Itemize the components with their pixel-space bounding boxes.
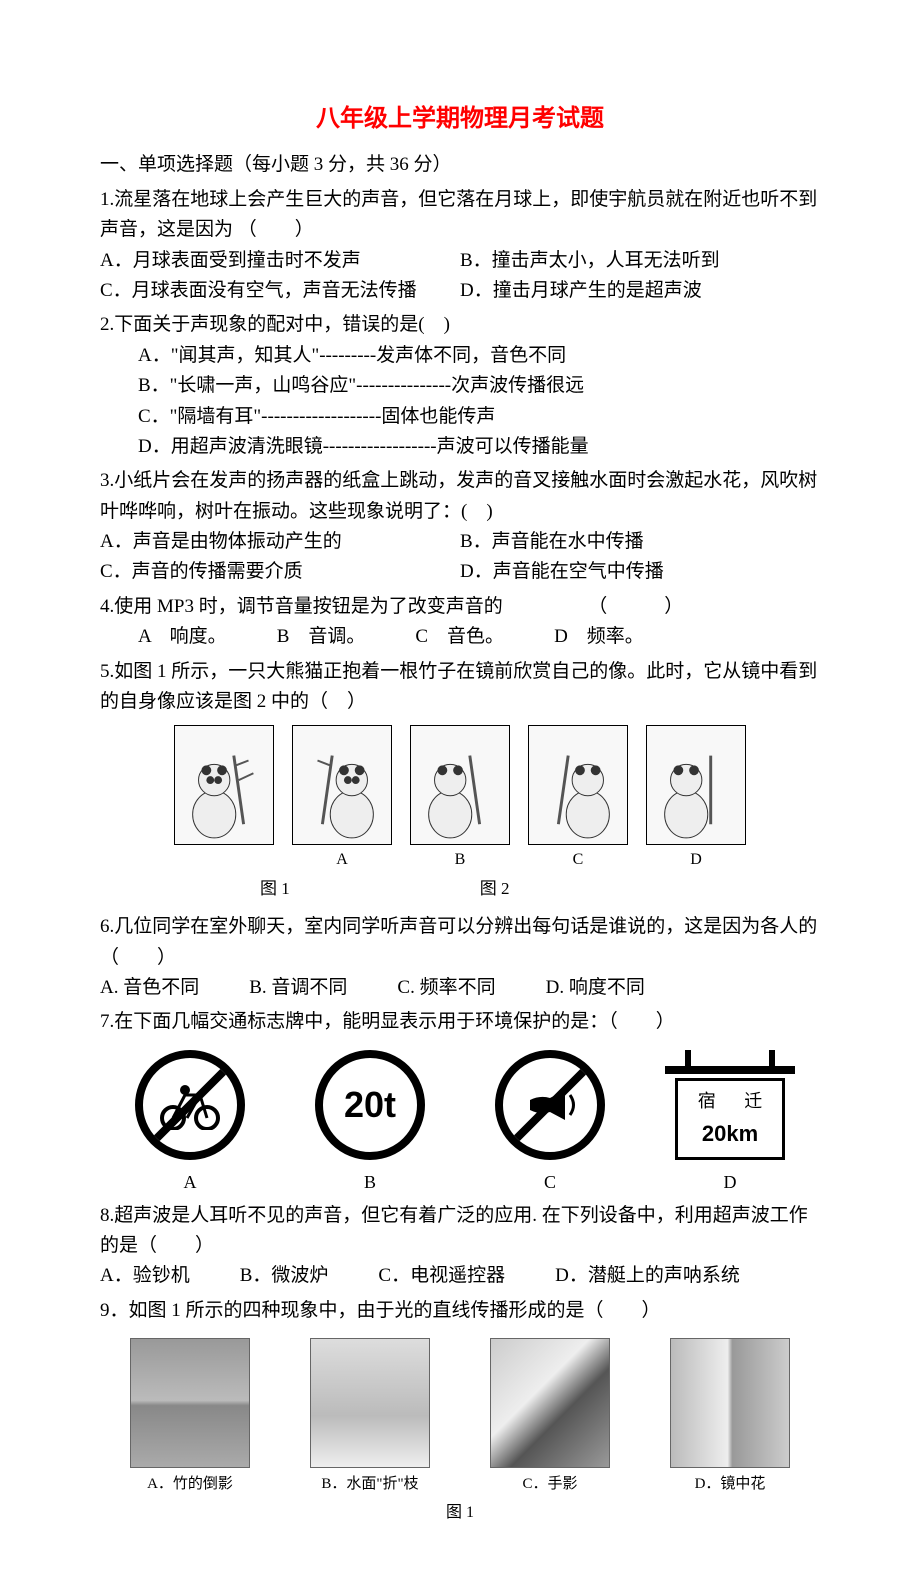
q9-cap-d: D．镜中花 <box>695 1472 766 1496</box>
q6-opt-d: D. 响度不同 <box>546 973 645 1003</box>
q1-text: 1.流星落在地球上会产生巨大的声音，但它落在月球上，即使宇航员就在附近也听不到声… <box>100 185 820 246</box>
q2-opt-b: B．"长啸一声，山鸣谷应"---------------次声波传播很远 <box>100 371 820 401</box>
q2-opt-d: D．用超声波清洗眼镜------------------声波可以传播能量 <box>100 432 820 462</box>
q5-fig1-label: 图 1 <box>260 875 290 902</box>
question-7: 7.在下面几幅交通标志牌中，能明显表示用于环境保护的是：（ ） A 20t B … <box>100 1007 820 1196</box>
sign-dist: 20km <box>684 1116 776 1151</box>
sign-label-b: B <box>364 1168 376 1197</box>
q6-text: 6.几位同学在室外聊天，室内同学听声音可以分辨出每句话是谁说的，这是因为各人的（… <box>100 912 820 973</box>
sign-label-c: C <box>544 1168 556 1197</box>
panda-cap-c: C <box>528 847 628 873</box>
q9-cap-b: B．水面"折"枝 <box>321 1472 418 1496</box>
question-6: 6.几位同学在室外聊天，室内同学听声音可以分辨出每句话是谁说的，这是因为各人的（… <box>100 912 820 1003</box>
question-3: 3.小纸片会在发声的扬声器的纸盒上跳动，发声的音叉接触水面时会激起水花，风吹树叶… <box>100 466 820 588</box>
sign-no-horn <box>495 1050 605 1160</box>
q1-opt-c: C．月球表面没有空气，声音无法传播 <box>100 276 460 306</box>
panda-option-c <box>528 725 628 845</box>
q3-opt-c: C．声音的传播需要介质 <box>100 557 460 587</box>
q6-opt-a: A. 音色不同 <box>100 973 199 1003</box>
q9-cap-c: C．手影 <box>522 1472 577 1496</box>
sign-20t-text: 20t <box>344 1076 396 1134</box>
sign-no-bicycle <box>135 1050 245 1160</box>
q1-opt-d: D．撞击月球产生的是超声波 <box>460 276 820 306</box>
q3-opt-d: D．声音能在空气中传播 <box>460 557 820 587</box>
panda-option-d <box>646 725 746 845</box>
q6-opt-c: C. 频率不同 <box>397 973 495 1003</box>
q3-opt-b: B．声音能在水中传播 <box>460 527 820 557</box>
sign-label-d: D <box>724 1168 737 1197</box>
panda-option-a <box>292 725 392 845</box>
photo-refracted-branch <box>310 1338 430 1468</box>
q8-text: 8.超声波是人耳听不见的声音，但它有着广泛的应用. 在下列设备中，利用超声波工作… <box>100 1201 820 1262</box>
q2-text: 2.下面关于声现象的配对中，错误的是( ) <box>100 310 820 340</box>
panda-original <box>174 725 274 845</box>
sign-label-a: A <box>184 1168 197 1197</box>
exam-title: 八年级上学期物理月考试题 <box>100 100 820 138</box>
panda-cap-d: D <box>646 847 746 873</box>
sign-city: 宿 迁 <box>684 1087 776 1116</box>
photo-mirror-flower <box>670 1338 790 1468</box>
q1-opt-a: A．月球表面受到撞击时不发声 <box>100 246 460 276</box>
panda-figure-row: A B C D <box>100 725 820 873</box>
q8-opt-a: A．验钞机 <box>100 1261 190 1291</box>
question-4: 4.使用 MP3 时，调节音量按钮是为了改变声音的 （ ） A 响度。 B 音调… <box>100 592 820 653</box>
question-8: 8.超声波是人耳听不见的声音，但它有着广泛的应用. 在下列设备中，利用超声波工作… <box>100 1201 820 1292</box>
light-phenomena-row: A．竹的倒影 B．水面"折"枝 C．手影 D．镜中花 <box>100 1338 820 1496</box>
q8-opt-c: C．电视遥控器 <box>378 1261 505 1291</box>
q9-cap-a: A．竹的倒影 <box>147 1472 233 1496</box>
q3-opt-a: A．声音是由物体振动产生的 <box>100 527 460 557</box>
q7-text: 7.在下面几幅交通标志牌中，能明显表示用于环境保护的是：（ ） <box>100 1007 820 1037</box>
traffic-sign-row: A 20t B C 宿 迁 20km D <box>100 1050 820 1197</box>
photo-hand-shadow <box>490 1338 610 1468</box>
q2-opt-a: A．"闻其声，知其人"---------发声体不同，音色不同 <box>100 341 820 371</box>
q8-opt-d: D．潜艇上的声呐系统 <box>555 1261 740 1291</box>
q5-text: 5.如图 1 所示，一只大熊猫正抱着一根竹子在镜前欣赏自己的像。此时，它从镜中看… <box>100 657 820 718</box>
question-1: 1.流星落在地球上会产生巨大的声音，但它落在月球上，即使宇航员就在附近也听不到声… <box>100 185 820 307</box>
q4-opt-d: D 频率。 <box>554 622 644 652</box>
question-2: 2.下面关于声现象的配对中，错误的是( ) A．"闻其声，知其人"-------… <box>100 310 820 462</box>
q4-opt-a: A 响度。 <box>138 622 227 652</box>
q4-opt-b: B 音调。 <box>277 622 366 652</box>
q1-opt-b: B．撞击声太小，人耳无法听到 <box>460 246 820 276</box>
q6-opt-b: B. 音调不同 <box>249 973 347 1003</box>
sign-distance: 宿 迁 20km <box>665 1066 795 1160</box>
panda-cap-b: B <box>410 847 510 873</box>
q5-fig2-label: 图 2 <box>480 875 510 902</box>
q4-opt-c: C 音色。 <box>415 622 504 652</box>
section-1-header: 一、单项选择题（每小题 3 分，共 36 分） <box>100 150 820 180</box>
photo-bamboo-reflection <box>130 1338 250 1468</box>
q3-text: 3.小纸片会在发声的扬声器的纸盒上跳动，发声的音叉接触水面时会激起水花，风吹树叶… <box>100 466 820 527</box>
q8-opt-b: B．微波炉 <box>240 1261 329 1291</box>
panda-cap-a: A <box>292 847 392 873</box>
q9-text: 9．如图 1 所示的四种现象中，由于光的直线传播形成的是（ ） <box>100 1296 820 1326</box>
sign-weight-limit: 20t <box>315 1050 425 1160</box>
q9-fig-label: 图 1 <box>100 1500 820 1526</box>
panda-option-b <box>410 725 510 845</box>
q4-text: 4.使用 MP3 时，调节音量按钮是为了改变声音的 （ ） <box>100 592 820 622</box>
question-5: 5.如图 1 所示，一只大熊猫正抱着一根竹子在镜前欣赏自己的像。此时，它从镜中看… <box>100 657 820 903</box>
question-9: 9．如图 1 所示的四种现象中，由于光的直线传播形成的是（ ） A．竹的倒影 B… <box>100 1296 820 1526</box>
q2-opt-c: C．"隔墙有耳"-------------------固体也能传声 <box>100 402 820 432</box>
